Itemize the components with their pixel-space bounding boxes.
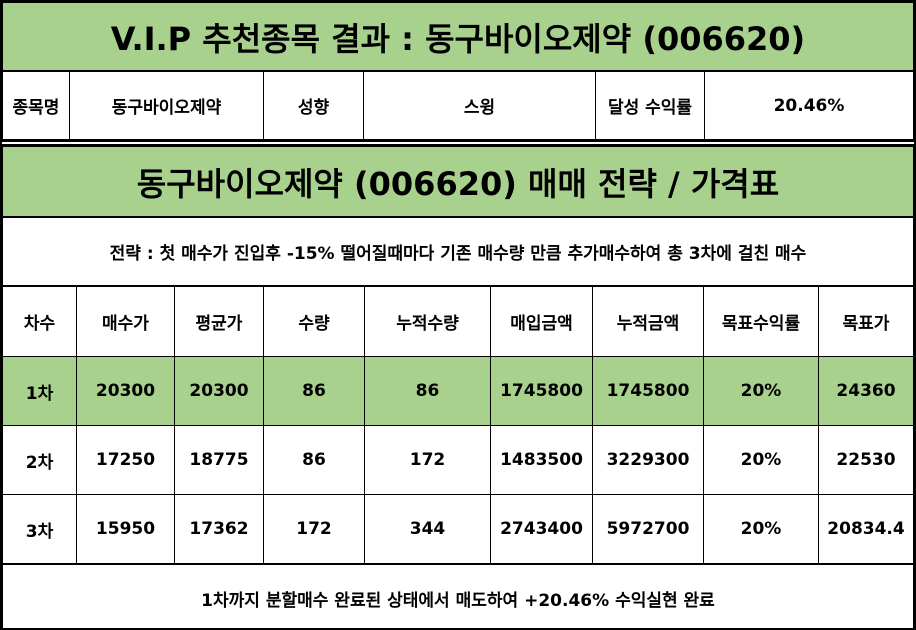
table-cell: 1483500: [490, 425, 593, 495]
table-row: 3차 15950 17362 172 344 2743400 5972700 2…: [2, 494, 914, 564]
col-quantity: 수량: [263, 286, 365, 357]
strategy-text: 전략 : 첫 매수가 진입후 -15% 떨어질때마다 기존 매수량 만큼 추가매…: [2, 217, 914, 286]
table-cell: 18775: [174, 425, 264, 495]
table-row: 1차 20300 20300 86 86 1745800 1745800 20%…: [2, 356, 914, 426]
table-cell: 86: [364, 356, 491, 426]
col-target-price: 목표가: [818, 286, 914, 357]
col-avg-price: 평균가: [174, 286, 264, 357]
col-target-return: 목표수익률: [703, 286, 819, 357]
price-table-header: 차수 매수가 평균가 수량 누적수량 매입금액 누적금액 목표수익률 목표가: [2, 286, 914, 357]
table-cell: 172: [364, 425, 491, 495]
strategy-title-table: 동구바이오제약 (006620) 매매 전략 / 가격표: [2, 146, 914, 217]
table-cell: 20%: [703, 356, 819, 426]
return-label: 달성 수익률: [595, 71, 705, 140]
table-cell: 172: [263, 494, 365, 564]
table-row: 2차 17250 18775 86 172 1483500 3229300 20…: [2, 425, 914, 495]
strategy-title: 동구바이오제약 (006620) 매매 전략 / 가격표: [2, 146, 914, 217]
info-table: 종목명 동구바이오제약 성향 스윙 달성 수익률 20.46%: [2, 71, 914, 140]
section-divider: [2, 140, 914, 146]
table-cell: 20%: [703, 425, 819, 495]
title-table: V.I.P 추천종목 결과 : 동구바이오제약 (006620): [2, 2, 914, 71]
stock-name-value: 동구바이오제약: [69, 71, 264, 140]
table-cell: 2차: [2, 425, 77, 495]
col-cum-amount: 누적금액: [592, 286, 704, 357]
table-cell: 17250: [76, 425, 175, 495]
table-cell: 1차: [2, 356, 77, 426]
return-value: 20.46%: [704, 71, 914, 140]
table-cell: 20300: [76, 356, 175, 426]
table-cell: 17362: [174, 494, 264, 564]
table-cell: 86: [263, 356, 365, 426]
table-cell: 20300: [174, 356, 264, 426]
table-cell: 344: [364, 494, 491, 564]
table-cell: 22530: [818, 425, 914, 495]
table-cell: 1745800: [490, 356, 593, 426]
col-buy-price: 매수가: [76, 286, 175, 357]
table-cell: 2743400: [490, 494, 593, 564]
table-cell: 1745800: [592, 356, 704, 426]
style-label: 성향: [263, 71, 364, 140]
footer-table: 1차까지 분할매수 완료된 상태에서 매도하여 +20.46% 수익실현 완료: [2, 564, 914, 630]
table-cell: 20%: [703, 494, 819, 564]
table-cell: 20834.4: [818, 494, 914, 564]
footer-note: 1차까지 분할매수 완료된 상태에서 매도하여 +20.46% 수익실현 완료: [2, 564, 914, 630]
table-cell: 3차: [2, 494, 77, 564]
table-cell: 24360: [818, 356, 914, 426]
col-round: 차수: [2, 286, 77, 357]
stock-name-label: 종목명: [2, 71, 70, 140]
col-cum-quantity: 누적수량: [364, 286, 491, 357]
table-cell: 3229300: [592, 425, 704, 495]
col-buy-amount: 매입금액: [490, 286, 593, 357]
table-cell: 86: [263, 425, 365, 495]
table-cell: 15950: [76, 494, 175, 564]
style-value: 스윙: [363, 71, 596, 140]
price-table: 차수 매수가 평균가 수량 누적수량 매입금액 누적금액 목표수익률 목표가 1…: [2, 286, 914, 564]
page-title: V.I.P 추천종목 결과 : 동구바이오제약 (006620): [2, 2, 914, 71]
table-cell: 5972700: [592, 494, 704, 564]
strategy-table: 전략 : 첫 매수가 진입후 -15% 떨어질때마다 기존 매수량 만큼 추가매…: [2, 217, 914, 286]
